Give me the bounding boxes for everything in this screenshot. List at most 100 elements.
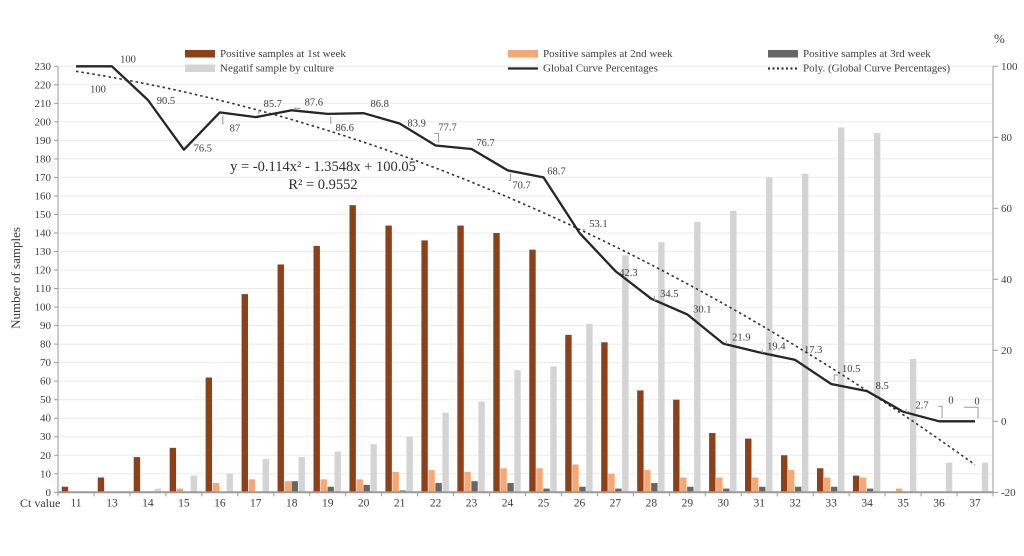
x-tick-label: 24 [502,497,514,509]
x-tick-label: 11 [70,497,81,509]
poly-trendline [75,70,976,466]
left-tick-label: 220 [35,79,52,91]
x-tick-label: 27 [610,497,622,509]
left-tick-label: 90 [40,320,52,332]
x-tick-label: 35 [897,497,909,509]
left-tick-label: 30 [40,431,52,443]
label-leader [964,406,979,419]
right-tick-label: 60 [1001,203,1013,215]
label-leader [938,405,943,419]
x-tick-label: 33 [825,497,837,509]
bar [514,370,521,493]
legend-swatch [508,50,538,58]
curve-data-label: 76.7 [476,138,494,149]
x-tick-label: 17 [250,497,262,509]
curve-data-label: 53.1 [589,219,607,230]
x-tick-label: 36 [933,497,945,509]
right-tick-label: -20 [1001,487,1016,499]
bar-series-4 [154,127,989,493]
bar [529,249,536,493]
x-tick-label: 23 [466,497,478,509]
bar [478,401,485,493]
x-tick-label: 16 [214,497,226,509]
x-tick-label: 22 [430,497,442,509]
bar [507,483,514,493]
curve-data-label: 86.8 [370,99,388,110]
bar [356,479,363,493]
trendline-equation-block: y = -0.114x² - 1.3548x + 100.05 R² = 0.9… [178,158,468,194]
bar [421,240,428,493]
x-tick-label: 14 [142,497,154,509]
bar [673,399,680,493]
curve-data-label: 10.5 [842,364,860,375]
left-tick-label: 150 [35,209,52,221]
bar [392,471,399,493]
bar [680,477,687,493]
bar [536,468,543,493]
bar [586,323,593,493]
bar [471,481,478,493]
left-tick-label: 180 [35,153,52,165]
left-tick-label: 70 [40,357,52,369]
curve-data-label: 100 [120,54,136,65]
label-leader [833,374,839,382]
bar [500,468,507,493]
bar [320,479,327,493]
curve-data-label: 86.6 [336,123,354,134]
label-leader [761,349,764,353]
bar [442,412,449,493]
left-tick-label: 110 [35,283,52,295]
label-leader [508,173,512,181]
curve-data-label: 0 [974,396,979,407]
x-tick-label: 20 [358,497,370,509]
right-tick-label: 0 [1001,416,1007,428]
curve-data-label: 87 [230,123,241,134]
x-tick-label: 28 [646,497,658,509]
left-tick-label: 60 [40,376,52,388]
x-tick-label: 30 [718,497,730,509]
bar [543,488,550,493]
x-tick-label: 15 [178,497,190,509]
bar [205,377,213,493]
left-tick-label: 80 [40,339,52,351]
bar-series-2 [176,464,903,493]
bar [169,447,177,493]
bar [651,483,658,493]
legend: Positive samples at 1st week Positive sam… [185,48,950,75]
curve-data-labels: 100 100 90.5 76.5 87 85.7 87.6 86.6 86.8 83.9 77.7… [90,54,980,419]
bar [363,484,370,493]
bar [723,488,730,493]
bar [327,486,334,493]
bar [644,470,651,493]
bar [622,255,629,493]
bar [572,464,579,493]
bar [277,264,284,493]
left-tick-label: 230 [35,61,52,73]
gridlines [58,65,993,475]
bar [176,488,184,493]
bar [334,451,341,493]
bar [752,477,759,493]
bar [716,477,723,493]
bar [457,225,464,493]
bar [795,486,802,493]
x-tick-label: 13 [106,497,118,509]
bar [745,438,752,493]
bar [852,475,860,493]
left-tick-label: 20 [40,450,52,462]
left-tick-label: 120 [35,265,52,277]
label-leader [725,340,729,345]
bar [284,481,291,493]
left-tick-label: 190 [35,135,52,147]
curve-data-label: 70.7 [512,180,530,191]
x-tick-label: 34 [861,497,873,509]
legend-item: Positive samples at 2nd week [508,48,673,60]
bar [226,473,234,493]
bar [241,294,248,493]
bar [291,481,298,493]
bar [428,470,435,493]
bar [464,471,471,493]
bar [766,177,773,493]
